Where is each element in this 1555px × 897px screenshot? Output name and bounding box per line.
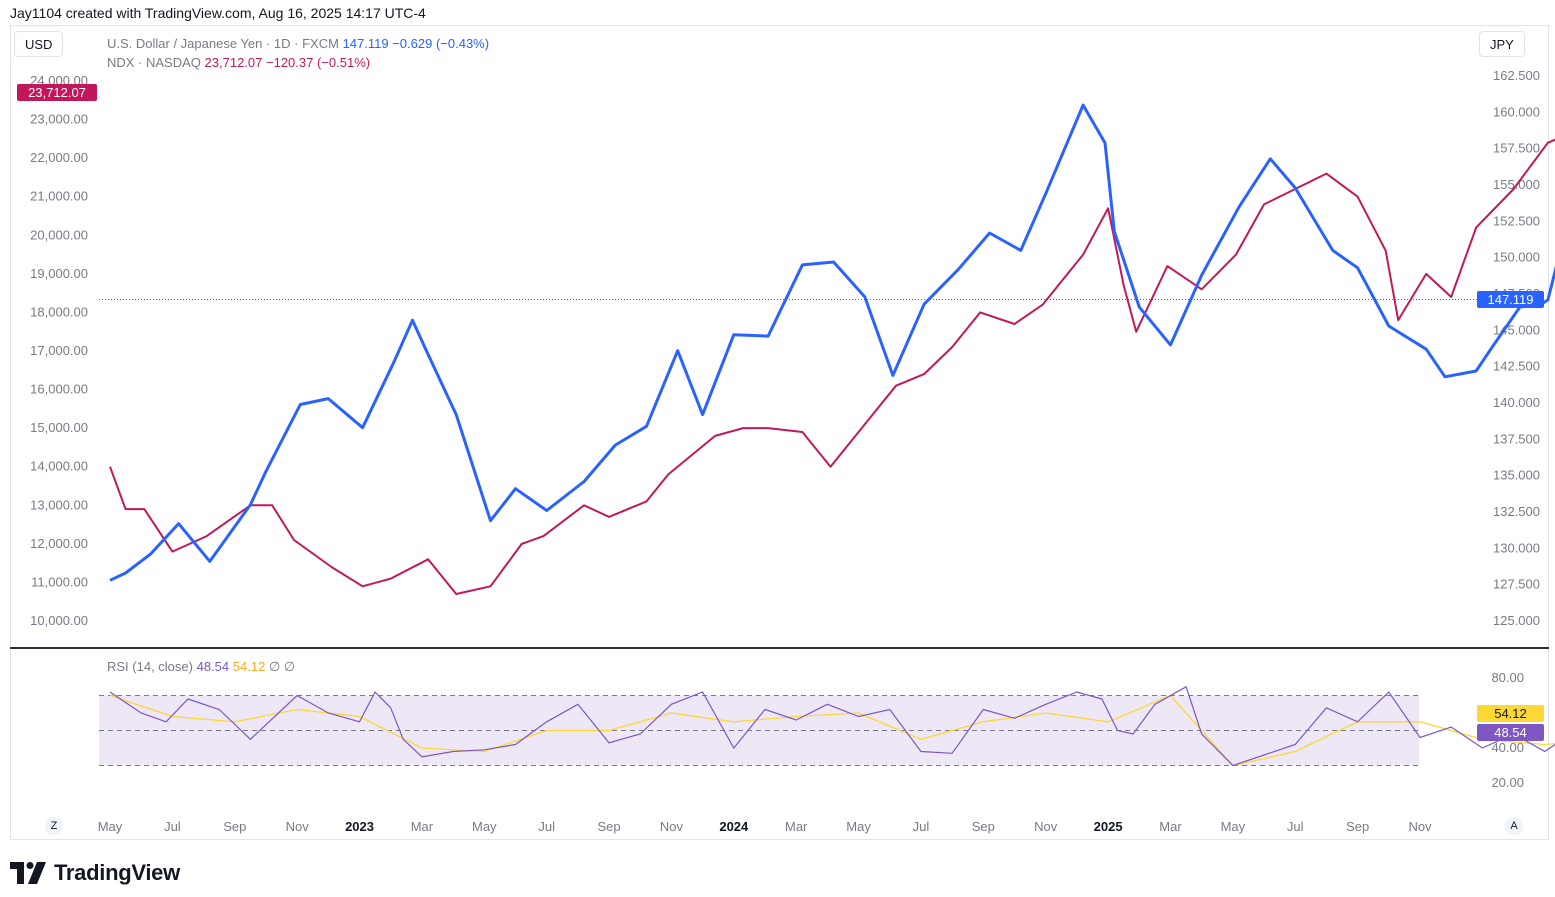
x-axis-tick: May xyxy=(472,819,497,834)
right-axis-tick: 135.000 xyxy=(1493,468,1540,483)
left-axis-tick: 21,000.00 xyxy=(30,189,88,204)
right-axis-tick: 132.500 xyxy=(1493,504,1540,519)
left-axis-tick: 20,000.00 xyxy=(30,227,88,242)
left-axis-tick: 14,000.00 xyxy=(30,459,88,474)
left-axis-tick: 23,000.00 xyxy=(30,112,88,127)
usdjpy-series-line xyxy=(109,103,1555,582)
x-axis-tick: Nov xyxy=(286,819,310,834)
x-axis-tick: Sep xyxy=(597,819,620,834)
tradingview-logo-text: TradingView xyxy=(54,860,180,885)
right-axis-tick: 157.500 xyxy=(1493,141,1540,156)
x-axis-tick: May xyxy=(1221,819,1246,834)
right-axis-tick: 160.000 xyxy=(1493,104,1540,119)
pane-separator[interactable] xyxy=(10,647,1549,649)
legend-usdjpy-name: U.S. Dollar / Japanese Yen · 1D · FXCM xyxy=(107,36,339,51)
x-axis-tick: 2025 xyxy=(1094,819,1123,834)
left-axis-tick: 15,000.00 xyxy=(30,420,88,435)
left-axis-tick: 16,000.00 xyxy=(30,382,88,397)
legend-usdjpy[interactable]: U.S. Dollar / Japanese Yen · 1D · FXCM 1… xyxy=(107,36,489,51)
auto-scale-button[interactable]: A xyxy=(1505,817,1523,835)
x-axis-tick: May xyxy=(98,819,123,834)
left-currency-button[interactable]: USD xyxy=(14,31,64,57)
ndx-series-line xyxy=(109,138,1555,595)
x-axis-tick: Sep xyxy=(1346,819,1369,834)
legend-ndx-name: NDX · NASDAQ xyxy=(107,55,201,70)
x-axis-tick: Jul xyxy=(913,819,930,834)
x-axis-tick: Jul xyxy=(538,819,555,834)
legend-rsi-na2: ∅ xyxy=(283,659,296,674)
x-axis-tick: 2023 xyxy=(345,819,374,834)
legend-ndx-price: 23,712.07 xyxy=(204,55,263,70)
right-axis-tick: 140.000 xyxy=(1493,395,1540,410)
x-axis-tick: Jul xyxy=(164,819,181,834)
usdjpy-last-price-tag: 147.119 xyxy=(1477,291,1544,308)
x-axis-tick: Sep xyxy=(972,819,995,834)
right-axis-tick: 125.000 xyxy=(1493,613,1540,628)
chart-frame xyxy=(10,25,1549,840)
legend-rsi-value: 48.54 xyxy=(196,659,230,674)
rsi-value-tag: 48.54 xyxy=(1477,724,1544,741)
x-axis-tick: 2024 xyxy=(719,819,749,834)
x-axis-tick: Mar xyxy=(785,819,808,834)
timezone-button[interactable]: Z xyxy=(45,817,63,835)
right-axis-tick: 145.000 xyxy=(1493,322,1540,337)
tradingview-logo-icon xyxy=(10,862,46,884)
legend-usdjpy-change: −0.629 (−0.43%) xyxy=(392,36,490,51)
legend-rsi-ma: 54.12 xyxy=(232,659,266,674)
left-axis-tick: 12,000.00 xyxy=(30,536,88,551)
x-axis-tick: Sep xyxy=(223,819,246,834)
tradingview-logo[interactable]: TradingView xyxy=(10,860,180,886)
x-axis-tick: Nov xyxy=(1408,819,1432,834)
left-axis-tick: 11,000.00 xyxy=(31,574,88,589)
left-axis-tick: 13,000.00 xyxy=(30,497,88,512)
ndx-last-price-tag: 23,712.07 xyxy=(17,84,97,101)
rsi-axis-tick: 40.00 xyxy=(1491,740,1524,755)
right-axis-tick: 162.500 xyxy=(1493,68,1540,83)
rsi-ma-tag: 54.12 xyxy=(1477,705,1544,722)
left-axis-tick: 22,000.00 xyxy=(30,150,88,165)
rsi-ma-line xyxy=(109,694,1555,767)
right-axis-tick: 152.500 xyxy=(1493,213,1540,228)
x-axis-tick: Mar xyxy=(411,819,434,834)
x-axis-tick: Jul xyxy=(1287,819,1304,834)
right-axis-tick: 150.000 xyxy=(1493,250,1540,265)
right-currency-button[interactable]: JPY xyxy=(1479,31,1525,57)
right-axis-tick: 127.500 xyxy=(1493,577,1540,592)
rsi-line xyxy=(109,685,1555,767)
x-axis-tick: Nov xyxy=(1034,819,1058,834)
legend-usdjpy-price: 147.119 xyxy=(342,36,389,51)
legend-rsi[interactable]: RSI (14, close) 48.54 54.12 ∅ ∅ xyxy=(107,659,295,675)
left-axis-tick: 10,000.00 xyxy=(30,613,88,628)
rsi-axis-tick: 80.00 xyxy=(1491,670,1524,685)
legend-ndx[interactable]: NDX · NASDAQ 23,712.07 −120.37 (−0.51%) xyxy=(107,55,370,70)
right-axis-tick: 142.500 xyxy=(1493,359,1540,374)
left-axis-tick: 19,000.00 xyxy=(30,266,88,281)
legend-ndx-change: −120.37 (−0.51%) xyxy=(266,55,371,70)
legend-rsi-na1: ∅ xyxy=(268,659,281,674)
left-axis-tick: 17,000.00 xyxy=(30,343,88,358)
attribution: Jay1104 created with TradingView.com, Au… xyxy=(10,5,426,21)
right-axis-tick: 130.000 xyxy=(1493,540,1540,555)
left-axis-tick: 18,000.00 xyxy=(30,304,88,319)
legend-rsi-name: RSI (14, close) xyxy=(107,659,193,674)
x-axis-tick: Nov xyxy=(660,819,684,834)
x-axis-tick: Mar xyxy=(1159,819,1182,834)
rsi-axis-tick: 20.00 xyxy=(1491,775,1524,790)
right-axis-tick: 137.500 xyxy=(1493,431,1540,446)
x-axis-tick: May xyxy=(846,819,871,834)
